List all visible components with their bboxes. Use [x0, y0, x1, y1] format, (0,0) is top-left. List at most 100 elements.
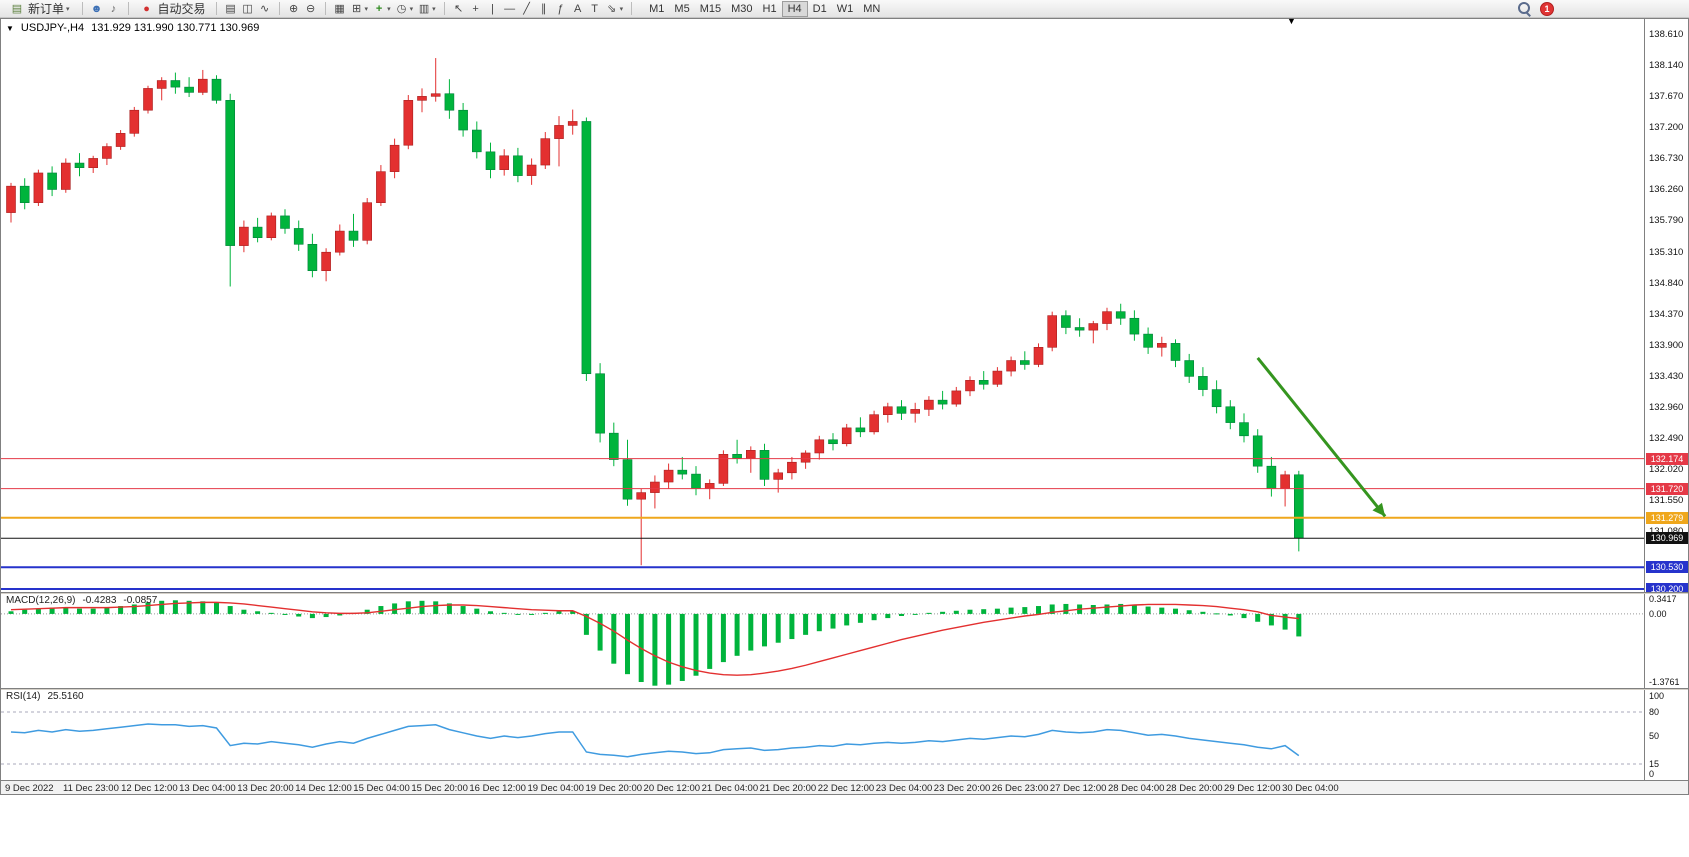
rsi-axis-label: 0	[1649, 769, 1655, 779]
notification-badge[interactable]: 1	[1540, 1, 1554, 16]
macd-histogram-bar	[49, 607, 55, 614]
macd-axis-label: -1.3761	[1649, 677, 1680, 687]
panel-separator[interactable]	[1, 688, 1688, 690]
autotrade-button[interactable]: ● 自动交易	[135, 1, 210, 17]
rsi-panel[interactable]: RSI(14) 25.5160	[1, 690, 1644, 780]
macd-histogram-bar	[309, 613, 315, 619]
macd-histogram-bar	[940, 611, 946, 614]
macd-histogram-bar	[734, 613, 740, 656]
periods-dropdown-icon[interactable]: ▾	[409, 5, 414, 13]
one-click-trading-toggle[interactable]: ▼	[6, 23, 14, 33]
trend-arrow[interactable]	[1256, 356, 1387, 518]
timeframe-m5[interactable]: M5	[674, 2, 690, 15]
auto-arrange-dropdown-icon[interactable]: ▾	[364, 5, 369, 13]
candle	[1266, 465, 1277, 489]
bar-chart-icon[interactable]: ▤	[225, 2, 236, 15]
zoom-in-icon[interactable]: ⊕	[288, 2, 299, 15]
timeframe-h1[interactable]: H1	[762, 2, 777, 15]
macd-histogram-bar	[885, 613, 891, 619]
arrows-dropdown-icon[interactable]: ▾	[619, 5, 624, 13]
macd-histogram-bar	[1214, 613, 1220, 615]
candle	[787, 461, 797, 474]
time-axis-label: 12 Dec 12:00	[121, 783, 178, 794]
timeframe-m1[interactable]: M1	[649, 2, 665, 15]
text-icon[interactable]: A	[573, 2, 582, 15]
new-order-button[interactable]: ▤ 新订单 ▾	[5, 1, 76, 17]
trendline-icon[interactable]: ╱	[523, 2, 530, 15]
label-icon[interactable]: T	[591, 2, 598, 15]
macd-histogram-bar	[77, 608, 82, 614]
chart-shift-marker[interactable]: ▼	[1287, 16, 1296, 26]
candlestick-icon[interactable]: ◫	[242, 2, 253, 15]
vertical-line-icon[interactable]: |	[491, 2, 495, 15]
timeframe-h4[interactable]: H4	[781, 0, 808, 17]
candle	[1129, 317, 1140, 335]
timeframe-mn[interactable]: MN	[863, 2, 881, 15]
candle	[362, 202, 373, 241]
chart-header: ▼ USDJPY-,H4 131.929 131.990 130.771 130…	[6, 22, 259, 34]
periods-icon[interactable]: ◷	[396, 2, 407, 15]
candlestick-chart[interactable]	[1, 19, 1644, 592]
main-chart-area[interactable]: ▼ USDJPY-,H4 131.929 131.990 130.771 130…	[1, 16, 1644, 592]
time-axis-label: 14 Dec 12:00	[295, 783, 352, 794]
rsi-label: RSI(14)	[6, 691, 41, 702]
macd-histogram-bar	[378, 606, 384, 614]
price-axis-label: 134.840	[1649, 277, 1684, 289]
candle	[1006, 360, 1016, 372]
macd-histogram-bar	[63, 607, 69, 614]
time-axis[interactable]: 9 Dec 2022 11 Dec 23:00 12 Dec 12:00 13 Dec…	[1, 780, 1688, 794]
macd-histogram-bar	[597, 613, 603, 651]
channel-icon[interactable]: ∥	[540, 2, 547, 15]
chart-ohlc-values: 131.929 131.990 130.771 130.969	[91, 22, 260, 34]
macd-histogram-bar	[666, 613, 672, 685]
macd-axis[interactable]: 0.3417 0.00 -1.3761	[1644, 594, 1688, 688]
alerts-icon[interactable]: ♪	[110, 2, 117, 15]
timeframe-w1[interactable]: W1	[836, 2, 854, 15]
time-axis-label: 19 Dec 04:00	[527, 783, 584, 794]
crosshair-icon[interactable]: +	[472, 2, 479, 15]
indicators-icon[interactable]: +	[375, 2, 383, 15]
rsi-axis[interactable]: 100 80 50 15 0	[1644, 690, 1688, 780]
panel-separator[interactable]	[1, 592, 1688, 594]
market-watch-icon[interactable]: ☻	[90, 2, 103, 15]
candle	[773, 472, 784, 480]
macd-histogram-bar	[227, 606, 233, 614]
price-axis-label: 131.080	[1649, 526, 1683, 537]
macd-histogram-bar	[296, 613, 302, 617]
toolbar-group-chart-types: ▤ ◫ ∿	[223, 1, 273, 17]
macd-histogram-bar	[981, 609, 987, 614]
templates-dropdown-icon[interactable]: ▾	[432, 5, 436, 13]
price-axis-label: 134.370	[1649, 308, 1684, 320]
zoom-out-icon[interactable]: ⊖	[305, 2, 316, 15]
price-axis[interactable]: 138.610 138.140 137.670 137.200 136.730 136.2…	[1644, 19, 1688, 596]
candle	[1184, 360, 1194, 377]
auto-arrange-icon[interactable]: ⊞	[351, 2, 362, 15]
cursor-icon[interactable]: ↖	[454, 2, 464, 15]
candle	[102, 146, 112, 159]
templates-icon[interactable]: ▥	[418, 2, 430, 15]
indicators-dropdown-icon[interactable]: ▾	[387, 5, 391, 13]
timeframe-m30[interactable]: M30	[731, 2, 753, 15]
timeframe-d1[interactable]: D1	[812, 2, 827, 15]
candle	[718, 453, 729, 484]
macd-histogram-bar	[542, 612, 548, 614]
search-icon[interactable]	[1517, 1, 1532, 16]
candle	[1019, 360, 1030, 365]
line-chart-icon[interactable]: ∿	[259, 2, 270, 15]
tile-windows-icon[interactable]: ▦	[334, 2, 345, 15]
macd-histogram-bar	[1296, 613, 1302, 637]
rsi-header: RSI(14) 25.5160	[6, 691, 84, 702]
macd-histogram-bar	[1159, 607, 1165, 614]
macd-panel[interactable]: MACD(12,26,9) -0.4283 -0.0857	[1, 594, 1644, 688]
candle	[1061, 315, 1071, 328]
time-axis-label: 23 Dec 20:00	[933, 783, 991, 794]
arrows-icon[interactable]: ⇘	[607, 2, 617, 15]
candle	[1143, 333, 1153, 348]
macd-histogram-bar	[652, 613, 658, 686]
macd-histogram-bar	[419, 600, 425, 614]
timeframe-m15[interactable]: M15	[699, 2, 722, 15]
fibonacci-icon[interactable]: ƒ	[557, 2, 564, 15]
horizontal-line-icon[interactable]: ―	[504, 2, 516, 15]
new-order-dropdown-icon[interactable]: ▾	[66, 5, 70, 13]
macd-histogram-bar	[515, 613, 521, 615]
